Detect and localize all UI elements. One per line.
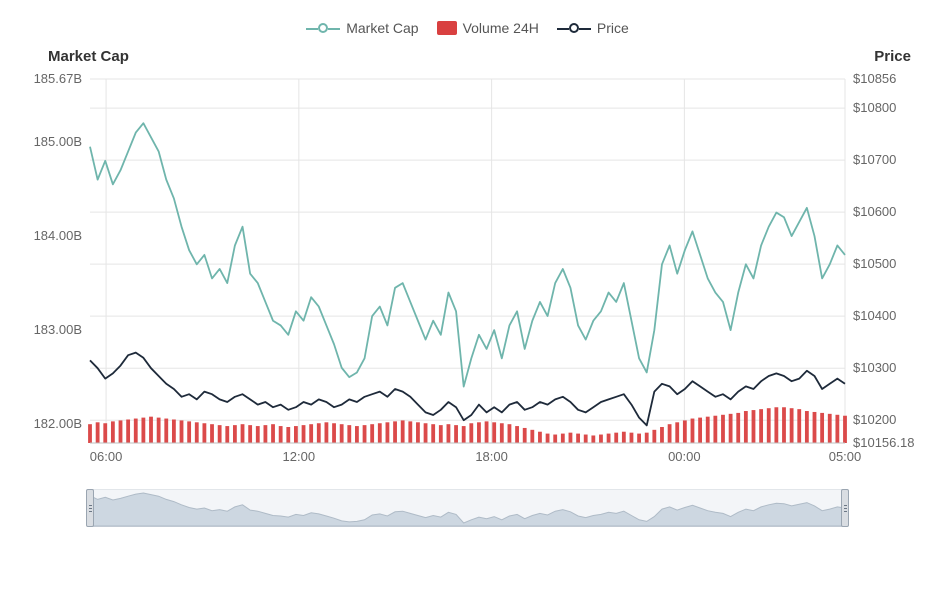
line-marker-icon: [306, 22, 340, 34]
svg-text:18:00: 18:00: [475, 449, 508, 464]
axis-titles: Market Cap Price: [20, 48, 915, 71]
svg-text:$10600: $10600: [853, 204, 896, 219]
svg-text:$10800: $10800: [853, 100, 896, 115]
svg-text:185.00B: 185.00B: [34, 134, 82, 149]
legend-label: Volume 24H: [463, 20, 539, 36]
range-brush[interactable]: [20, 489, 915, 527]
main-chart[interactable]: 185.67B 185.00B 184.00B 183.00B 182.00B $1085…: [20, 71, 915, 471]
svg-text:$10200: $10200: [853, 412, 896, 427]
bar-marker-icon: [437, 21, 457, 35]
brush-handle-right[interactable]: [841, 489, 849, 527]
svg-text:12:00: 12:00: [283, 449, 316, 464]
svg-text:05:00: 05:00: [829, 449, 862, 464]
svg-text:00:00: 00:00: [668, 449, 701, 464]
svg-text:$10700: $10700: [853, 152, 896, 167]
svg-text:$10300: $10300: [853, 360, 896, 375]
chart-canvas: 185.67B 185.00B 184.00B 183.00B 182.00B $1085…: [20, 71, 915, 471]
legend-item-price[interactable]: Price: [557, 20, 629, 36]
legend-item-volume[interactable]: Volume 24H: [437, 20, 539, 36]
chart-legend: Market Cap Volume 24H Price: [20, 20, 915, 36]
legend-label: Market Cap: [346, 20, 418, 36]
svg-text:$10156.18: $10156.18: [853, 435, 914, 450]
legend-label: Price: [597, 20, 629, 36]
y-right-title: Price: [874, 48, 911, 65]
legend-item-market-cap[interactable]: Market Cap: [306, 20, 418, 36]
brush-canvas: [20, 489, 915, 527]
svg-text:182.00B: 182.00B: [34, 416, 82, 431]
svg-text:$10856: $10856: [853, 71, 896, 86]
svg-text:06:00: 06:00: [90, 449, 123, 464]
y-left-title: Market Cap: [48, 48, 129, 65]
brush-handle-left[interactable]: [86, 489, 94, 527]
svg-text:$10400: $10400: [853, 308, 896, 323]
svg-text:184.00B: 184.00B: [34, 228, 82, 243]
svg-text:185.67B: 185.67B: [34, 71, 82, 86]
svg-text:$10500: $10500: [853, 256, 896, 271]
line-marker-icon: [557, 22, 591, 34]
svg-text:183.00B: 183.00B: [34, 322, 82, 337]
